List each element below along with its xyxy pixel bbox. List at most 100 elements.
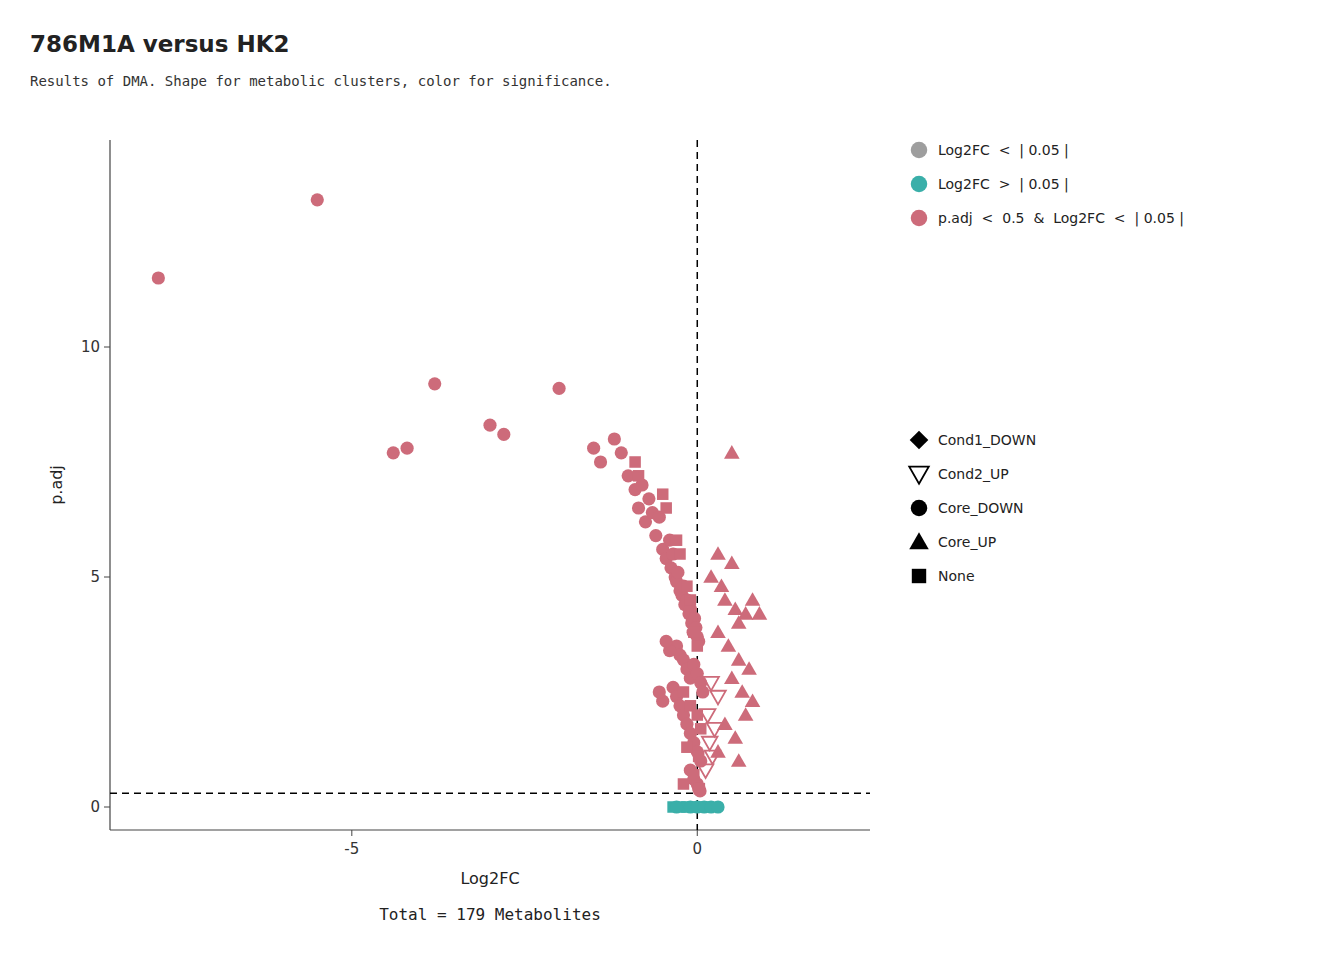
x-tick-label: -5 — [344, 840, 359, 858]
point — [724, 445, 740, 459]
point — [629, 456, 641, 468]
point — [678, 686, 690, 698]
legend-label: None — [938, 568, 975, 584]
point — [671, 534, 683, 546]
plot-area — [110, 140, 870, 830]
point — [703, 569, 719, 583]
point — [594, 455, 607, 468]
x-tick — [351, 830, 352, 836]
y-axis — [109, 140, 110, 830]
point — [741, 661, 757, 675]
point — [734, 684, 750, 698]
point — [724, 670, 740, 684]
series — [670, 800, 725, 813]
point — [660, 502, 672, 514]
legend-marker — [909, 467, 929, 484]
series — [152, 193, 710, 797]
point — [678, 778, 690, 790]
point — [688, 626, 700, 638]
series — [703, 445, 767, 767]
point — [695, 723, 707, 735]
point — [649, 529, 662, 542]
legend-marker — [909, 532, 929, 549]
legend-label: Cond1_DOWN — [938, 432, 1036, 448]
legend-label: Log2FC > | 0.05 | — [938, 176, 1069, 193]
point — [731, 652, 747, 666]
x-tick — [697, 830, 698, 836]
point — [674, 548, 686, 560]
point — [724, 555, 740, 569]
point — [685, 594, 697, 606]
point — [152, 271, 165, 284]
point — [400, 442, 413, 455]
legend: Log2FC < | 0.05 |Log2FC > | 0.05 |p.adj … — [911, 142, 1184, 227]
title: 786M1A versus HK2 — [30, 31, 289, 57]
legend-label: Cond2_UP — [938, 466, 1009, 482]
legend-label: Log2FC < | 0.05 | — [938, 142, 1069, 159]
legend-label: Core_DOWN — [938, 500, 1024, 516]
legend-marker — [911, 142, 928, 159]
legend-marker — [912, 569, 926, 583]
subtitle: Results of DMA. Shape for metabolic clus… — [30, 73, 612, 89]
point — [552, 382, 565, 395]
point — [608, 432, 621, 445]
series — [629, 456, 706, 794]
point — [653, 685, 666, 698]
point — [483, 419, 496, 432]
point — [711, 800, 724, 813]
point — [688, 769, 700, 781]
point — [745, 592, 761, 606]
chart: 786M1A versus HK2 Results of DMA. Shape f… — [0, 0, 1344, 960]
point — [615, 446, 628, 459]
series — [698, 677, 726, 778]
legend-marker — [911, 176, 928, 193]
point — [660, 635, 673, 648]
point — [714, 578, 730, 592]
point — [632, 501, 645, 514]
y-tick — [104, 347, 110, 348]
point — [703, 677, 719, 691]
point — [698, 764, 714, 778]
point — [721, 638, 737, 652]
point — [497, 428, 510, 441]
legend-marker — [910, 431, 929, 450]
point — [738, 606, 754, 620]
legend-marker — [911, 210, 928, 227]
point — [681, 741, 693, 753]
annotation: Total = 179 Metabolites — [379, 905, 601, 924]
y-tick-label: 10 — [81, 338, 100, 356]
point — [696, 685, 709, 698]
point — [745, 693, 761, 707]
point — [681, 580, 693, 592]
point — [710, 691, 726, 705]
point — [671, 566, 684, 579]
point — [311, 193, 324, 206]
y-tick-label: 5 — [90, 568, 100, 586]
point — [693, 751, 705, 763]
y-tick — [104, 807, 110, 808]
legend-label: Core_UP — [938, 534, 996, 550]
y-tick-label: 0 — [90, 798, 100, 816]
point — [710, 546, 726, 560]
point — [694, 783, 706, 795]
x-axis-label: Log2FC — [460, 869, 519, 888]
point — [692, 640, 704, 652]
legend: Cond1_DOWN Cond2_UP Core_DOWN Core_UP None — [909, 431, 1036, 584]
x-axis — [110, 829, 870, 830]
point — [687, 626, 700, 639]
point — [731, 753, 747, 767]
point — [387, 446, 400, 459]
y-tick — [104, 577, 110, 578]
point — [752, 606, 768, 620]
point — [702, 737, 718, 751]
point — [657, 488, 669, 500]
y-axis-label: p.adj — [47, 465, 66, 505]
point — [633, 470, 645, 482]
x-tick-label: 0 — [692, 840, 702, 858]
point — [707, 723, 723, 737]
point — [738, 707, 754, 721]
point — [587, 442, 600, 455]
point — [428, 377, 441, 390]
point — [727, 601, 743, 615]
point — [717, 592, 733, 606]
